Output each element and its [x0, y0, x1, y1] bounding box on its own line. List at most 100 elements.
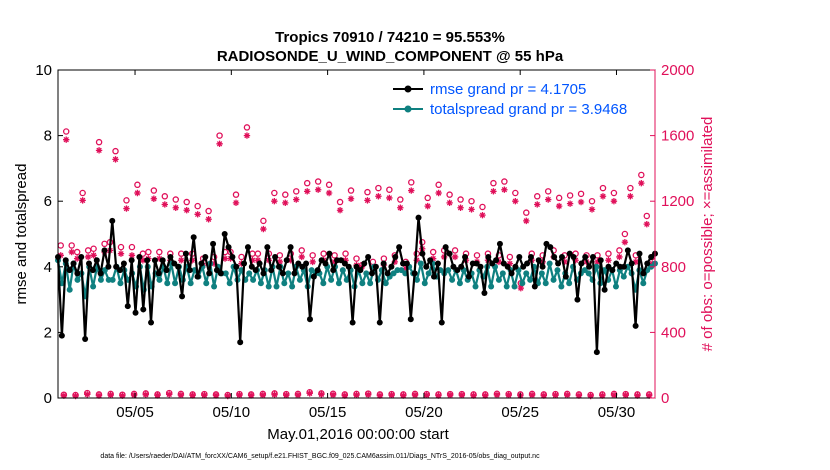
obs-possible-marker — [468, 197, 475, 205]
obs-assimilated-marker — [501, 186, 508, 193]
rmse-point — [78, 253, 85, 260]
totalspread-point — [585, 270, 592, 277]
totalspread-point — [257, 280, 264, 287]
obs-assimilated-marker — [435, 189, 442, 197]
obs-assimilated-low-marker — [423, 392, 430, 399]
rmse-point — [392, 253, 399, 260]
obs-assimilated-marker — [243, 132, 251, 139]
obs-possible-marker — [490, 179, 497, 187]
x-tick-label: 05/15 — [309, 404, 347, 421]
totalspread-point — [320, 280, 327, 287]
totalspread-point — [335, 280, 342, 287]
y-axis-left-label: rmse and totalspread — [13, 164, 30, 305]
rmse-point — [202, 253, 209, 260]
obs-assimilated-marker — [561, 258, 568, 266]
rmse-point — [508, 270, 515, 277]
totalspread-point — [273, 283, 280, 290]
rmse-point — [303, 260, 310, 267]
obs-assimilated-marker — [555, 202, 563, 210]
obs-assimilated-low-marker — [60, 392, 68, 399]
rmse-point — [58, 332, 65, 339]
obs-assimilated-marker — [188, 257, 196, 264]
rmse-point — [97, 270, 104, 277]
obs-assimilated-low-marker — [119, 392, 126, 399]
totalspread-point — [538, 270, 545, 277]
y-left-tick-label: 6 — [44, 193, 52, 210]
obs-assimilated-marker — [68, 248, 75, 256]
obs-possible-marker — [457, 196, 464, 203]
obs-possible-marker — [254, 250, 262, 257]
rmse-point — [186, 267, 193, 274]
obs-possible-marker — [577, 190, 585, 198]
rmse-point — [190, 234, 197, 241]
obs-possible-marker — [298, 247, 305, 254]
obs-assimilated-marker — [544, 196, 552, 203]
y-left-tick-label: 4 — [44, 259, 52, 276]
rmse-point — [365, 253, 372, 260]
totalspread-point — [328, 276, 335, 283]
chart-title-line1: Tropics 70910 / 74210 = 95.553% — [275, 29, 505, 46]
legend-spread-label: totalspread grand pr = 3.9468 — [430, 101, 627, 118]
totalspread-point — [495, 276, 502, 283]
rmse-point — [120, 260, 127, 267]
obs-assimilated-low-marker — [505, 391, 512, 399]
obs-possible-marker — [336, 198, 344, 206]
obs-assimilated-marker — [216, 140, 223, 147]
chart-title-line2: RADIOSONDE_U_WIND_COMPONENT @ 55 hPa — [217, 48, 564, 65]
obs-assimilated-marker — [79, 197, 86, 204]
obs-assimilated-low-marker — [189, 392, 196, 399]
obs-assimilated-low-marker — [400, 392, 407, 399]
obs-assimilated-marker — [84, 253, 92, 261]
rmse-point — [372, 263, 379, 270]
rmse-point — [574, 296, 581, 303]
obs-assimilated-marker — [468, 206, 475, 213]
totalspread-point — [546, 260, 553, 267]
rmse-point — [287, 244, 294, 251]
obs-assimilated-marker — [304, 188, 311, 195]
totalspread-point — [109, 276, 116, 283]
rmse-point — [217, 270, 224, 277]
obs-assimilated-low-marker — [283, 392, 290, 399]
obs-assimilated-marker — [413, 257, 420, 264]
obs-assimilated-low-marker — [552, 392, 559, 399]
rmse-point — [535, 257, 542, 264]
obs-assimilated-low-marker — [610, 391, 618, 399]
obs-possible-marker — [616, 247, 623, 254]
obs-possible-marker — [84, 247, 92, 254]
rmse-point — [496, 240, 503, 247]
rmse-point — [504, 263, 511, 270]
obs-possible-marker — [145, 248, 152, 256]
rmse-point — [272, 253, 279, 260]
totalspread-point — [593, 263, 600, 270]
obs-possible-marker — [79, 189, 86, 197]
obs-possible-marker — [238, 253, 245, 261]
obs-possible-marker — [260, 217, 267, 225]
obs-assimilated-low-marker — [236, 391, 243, 399]
obs-possible-marker — [68, 242, 75, 249]
obs-possible-marker — [435, 181, 442, 189]
obs-assimilated-low-marker — [634, 392, 641, 399]
rmse-point — [462, 253, 469, 260]
rmse-point — [221, 231, 228, 237]
rmse-point — [644, 260, 651, 267]
obs-assimilated-low-marker — [599, 392, 606, 399]
obs-assimilated-low-marker — [212, 392, 220, 399]
totalspread-point — [488, 283, 495, 290]
rmse-point — [291, 270, 298, 277]
obs-possible-marker — [325, 181, 333, 189]
obs-possible-marker — [643, 212, 651, 220]
obs-assimilated-marker — [134, 189, 141, 197]
rmse-point — [229, 253, 236, 260]
rmse-point — [179, 293, 186, 300]
rmse-point — [547, 244, 554, 251]
obs-assimilated-marker — [347, 195, 355, 202]
totalspread-point — [156, 276, 163, 283]
rmse-point — [640, 270, 647, 277]
obs-assimilated-marker — [128, 252, 136, 259]
rmse-point — [524, 260, 531, 267]
obs-assimilated-marker — [534, 201, 541, 208]
obs-possible-marker — [386, 186, 393, 193]
rmse-point — [117, 267, 124, 274]
obs-assimilated-low-marker — [271, 391, 278, 398]
